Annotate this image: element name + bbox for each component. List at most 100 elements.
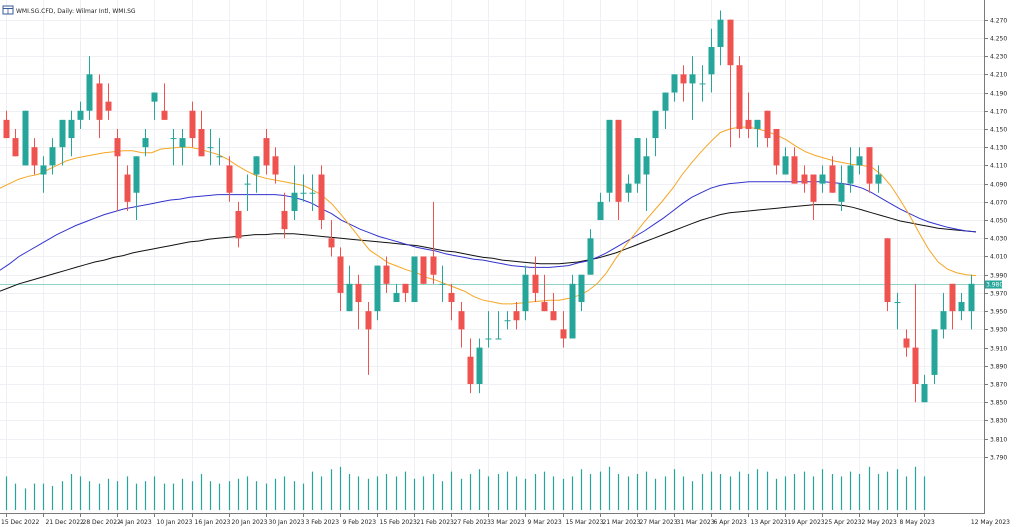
candle-bullish[interactable] (22, 110, 29, 166)
candle-bullish[interactable] (968, 274, 975, 330)
candle-bullish[interactable] (819, 165, 826, 193)
candle-bullish[interactable] (59, 119, 66, 166)
candle-bearish[interactable] (105, 83, 112, 120)
candle-bullish[interactable] (300, 174, 307, 202)
candle-bearish[interactable] (420, 256, 427, 284)
candle-bearish[interactable] (161, 83, 168, 120)
candle-bullish[interactable] (652, 110, 659, 157)
candle-bullish[interactable] (207, 128, 214, 166)
candle-bearish[interactable] (328, 220, 335, 257)
candle-bearish[interactable] (912, 283, 919, 403)
candle-bullish[interactable] (244, 174, 251, 211)
candle-bearish[interactable] (281, 192, 288, 239)
candle-bullish[interactable] (522, 265, 529, 321)
candle-bearish[interactable] (337, 247, 344, 312)
candle-bullish[interactable] (634, 138, 641, 193)
candle-bullish[interactable] (958, 292, 965, 321)
candle-bearish[interactable] (903, 329, 910, 357)
candle-bullish[interactable] (662, 92, 669, 129)
candle-bullish[interactable] (170, 128, 177, 166)
candle-bearish[interactable] (96, 74, 103, 139)
candle-bullish[interactable] (142, 128, 149, 157)
candle-bearish[interactable] (513, 302, 520, 330)
candle-bearish[interactable] (801, 165, 808, 193)
candle-bearish[interactable] (949, 283, 956, 330)
candle-bullish[interactable] (569, 274, 576, 339)
candle-bullish[interactable] (717, 10, 724, 66)
price-axis[interactable]: 4.270 4.250 4.230 4.210 4.190 4.170 4.150 4.130… (984, 18, 1007, 462)
candle-bullish[interactable] (587, 229, 594, 275)
candle-bullish[interactable] (921, 374, 928, 403)
candle-bullish[interactable] (671, 74, 678, 102)
candle-bearish[interactable] (318, 165, 325, 230)
candle-bearish[interactable] (541, 274, 548, 312)
candle-bullish[interactable] (847, 147, 854, 193)
candle-bearish[interactable] (866, 147, 873, 193)
candle-bearish[interactable] (383, 256, 390, 293)
candle-bearish[interactable] (235, 201, 242, 248)
candle-bearish[interactable] (430, 201, 437, 284)
candle-bullish[interactable] (699, 65, 706, 102)
candle-bullish[interactable] (68, 110, 75, 157)
candle-bearish[interactable] (467, 338, 474, 394)
candle-bearish[interactable] (198, 110, 205, 157)
candle-bullish[interactable] (253, 156, 260, 193)
candle-bullish[interactable] (77, 101, 84, 129)
candle-bullish[interactable] (49, 138, 56, 175)
candle-bearish[interactable] (745, 92, 752, 139)
candle-bearish[interactable] (272, 147, 279, 184)
candle-bullish[interactable] (374, 265, 381, 321)
candle-bullish[interactable] (309, 174, 316, 211)
candle-bullish[interactable] (625, 174, 632, 202)
candle-bullish[interactable] (40, 156, 47, 193)
candle-bearish[interactable] (560, 311, 567, 348)
candle-bearish[interactable] (189, 101, 196, 148)
candle-bearish[interactable] (226, 156, 233, 202)
candle-bullish[interactable] (133, 156, 140, 221)
candle-bullish[interactable] (179, 128, 186, 166)
candle-bearish[interactable] (448, 283, 455, 321)
candle-bearish[interactable] (12, 128, 19, 157)
candle-bearish[interactable] (615, 119, 622, 221)
candlesticks[interactable] (3, 10, 975, 403)
candle-bullish[interactable] (411, 256, 418, 303)
candle-bullish[interactable] (689, 56, 696, 120)
candle-bullish[interactable] (439, 265, 446, 303)
candle-bullish[interactable] (151, 92, 158, 120)
candle-bullish[interactable] (597, 192, 604, 221)
candle-bullish[interactable] (708, 28, 715, 93)
candle-bearish[interactable] (550, 292, 557, 321)
candle-bullish[interactable] (875, 165, 882, 193)
candle-bullish[interactable] (485, 311, 492, 348)
candle-bearish[interactable] (727, 19, 734, 148)
candle-bearish[interactable] (764, 110, 771, 148)
candle-bearish[interactable] (810, 174, 817, 221)
candle-bearish[interactable] (124, 165, 131, 211)
candle-bearish[interactable] (680, 65, 687, 102)
candle-bearish[interactable] (791, 147, 798, 184)
candle-bullish[interactable] (504, 311, 511, 330)
candle-bullish[interactable] (856, 147, 863, 175)
candle-bullish[interactable] (86, 56, 93, 120)
candle-bullish[interactable] (894, 292, 901, 330)
candle-bearish[interactable] (458, 302, 465, 348)
candle-bullish[interactable] (346, 265, 353, 312)
candle-bullish[interactable] (940, 292, 947, 339)
candle-bullish[interactable] (931, 329, 938, 385)
candle-bullish[interactable] (606, 119, 613, 202)
candle-bearish[interactable] (736, 56, 743, 139)
candle-bearish[interactable] (884, 238, 891, 312)
candle-bullish[interactable] (782, 147, 789, 175)
candle-bearish[interactable] (114, 128, 121, 211)
candle-bullish[interactable] (393, 283, 400, 303)
candle-bearish[interactable] (3, 110, 10, 139)
candle-bullish[interactable] (643, 138, 650, 211)
candle-bearish[interactable] (365, 302, 372, 375)
candle-bullish[interactable] (216, 138, 223, 166)
candle-bearish[interactable] (402, 283, 409, 303)
candle-bearish[interactable] (263, 128, 270, 175)
candle-bullish[interactable] (495, 311, 502, 340)
